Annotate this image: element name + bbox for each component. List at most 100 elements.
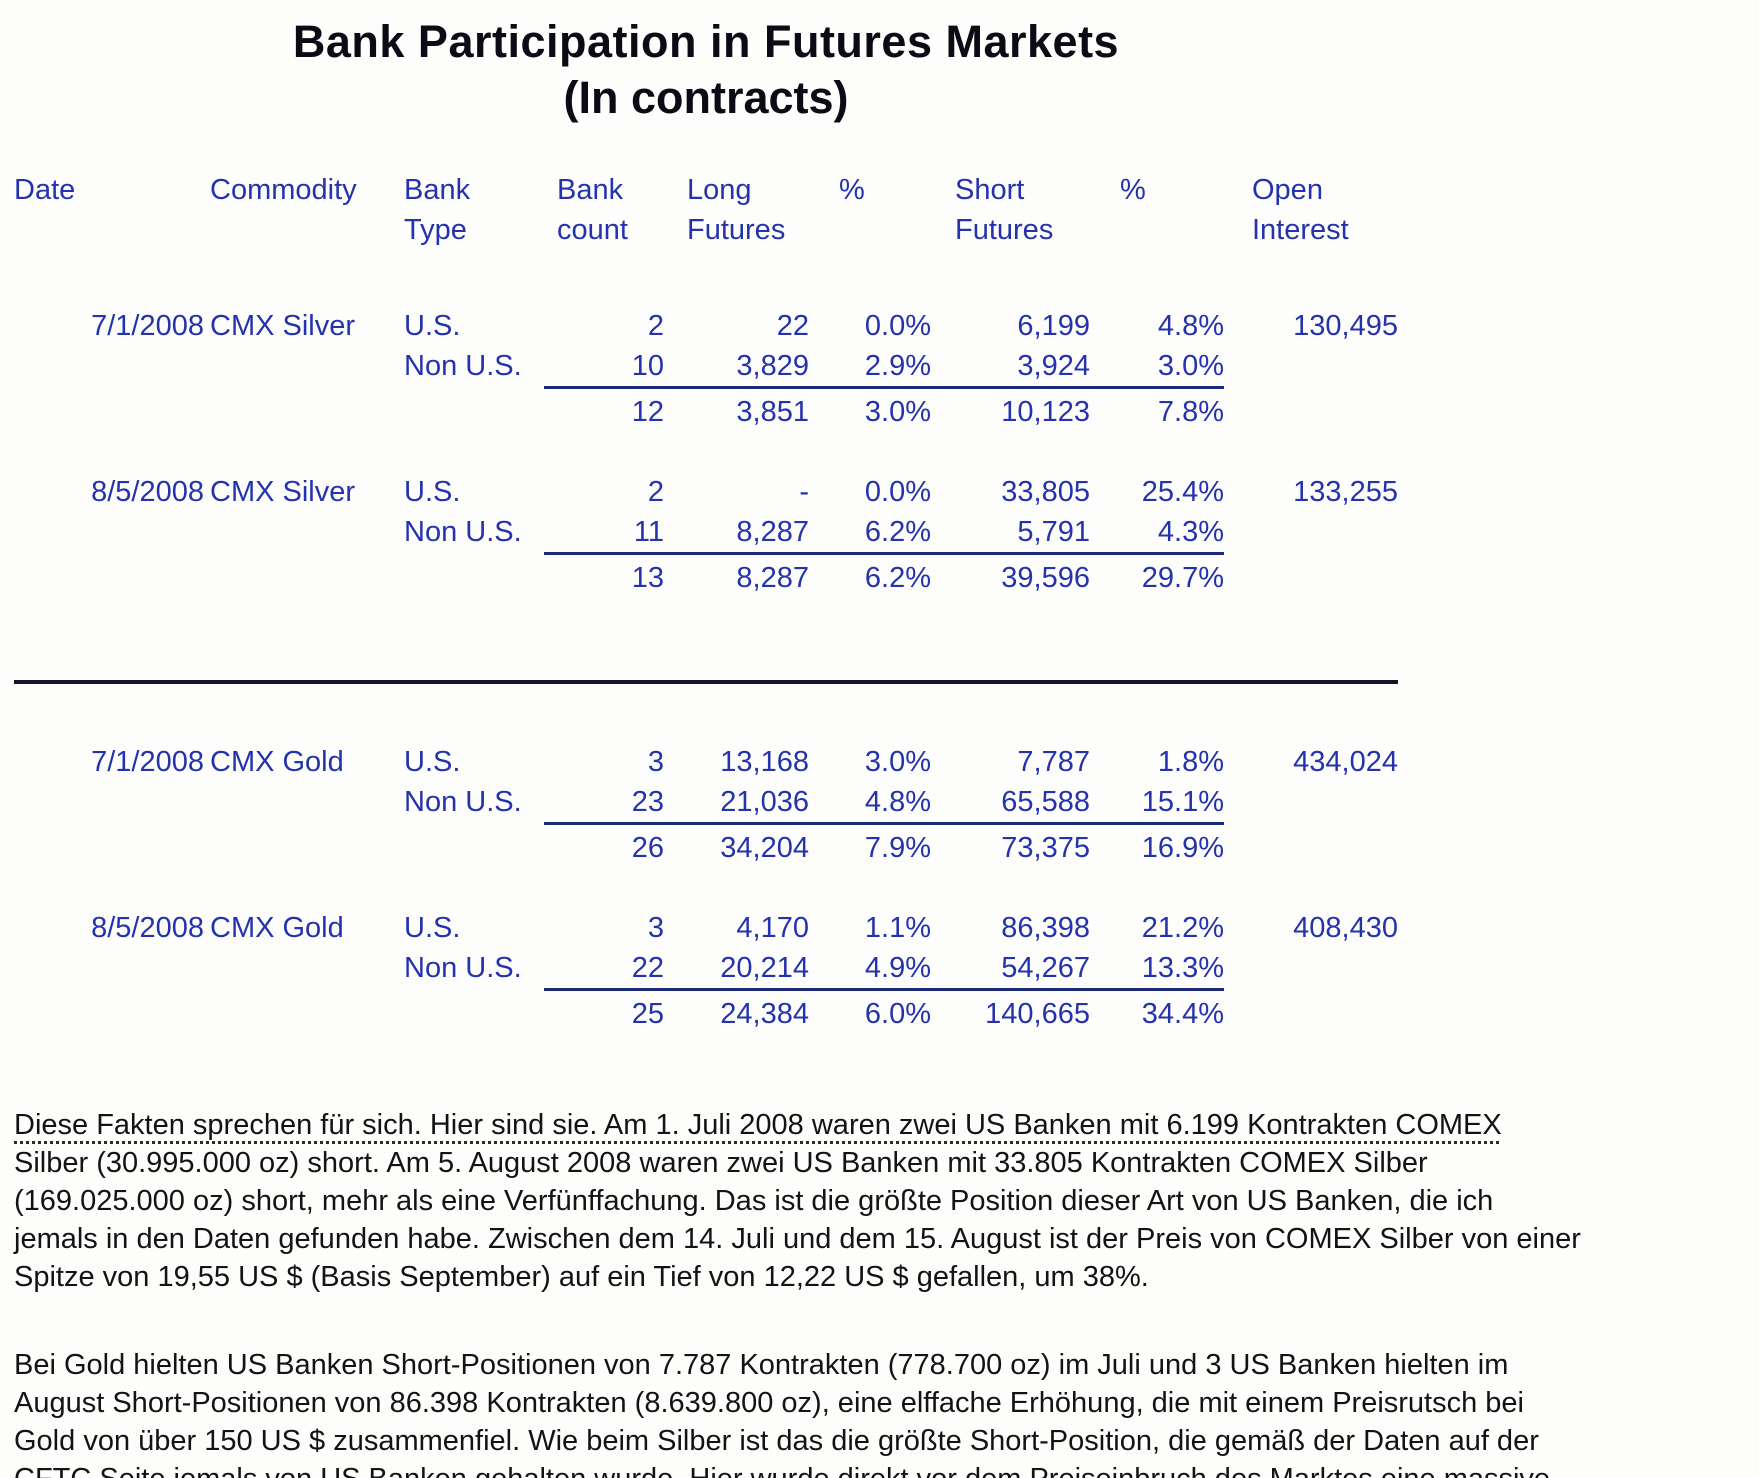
long-pct-cell: 6.2% <box>809 512 931 555</box>
long-pct-cell: 0.0% <box>864 476 931 508</box>
paragraph-line: CFTC Seite jemals von US Banken gehalten… <box>14 1460 1749 1478</box>
title-block: Bank Participation in Futures Markets (I… <box>14 14 1398 126</box>
paragraph-line: Spitze von 19,55 US $ (Basis September) … <box>14 1261 1149 1293</box>
open-interest-cell: 133,255 <box>1293 476 1398 508</box>
short-futures-cell: 54,267 <box>931 948 1090 991</box>
long-pct-cell: 2.9% <box>809 346 931 389</box>
bank-count-cell: 10 <box>544 346 664 389</box>
long-pct-cell: 4.9% <box>809 948 931 991</box>
short-futures-cell: 3,924 <box>931 346 1090 389</box>
bank-count-total-cell: 26 <box>631 832 664 864</box>
header-gap <box>14 250 1398 306</box>
long-futures-total-cell: 24,384 <box>720 998 809 1030</box>
long-futures-cell: 8,287 <box>664 512 809 555</box>
paragraph-line: Silber (30.995.000 oz) short. Am 5. Augu… <box>14 1147 1428 1179</box>
header-short-futures: Short Futures <box>955 174 1054 246</box>
group-gap <box>14 432 1398 472</box>
long-futures-cell: - <box>799 476 809 508</box>
date-cell: 7/1/2008 <box>91 746 204 778</box>
header-date: Date <box>14 174 76 206</box>
bank-count-total-cell: 12 <box>631 396 664 428</box>
long-futures-cell: 21,036 <box>664 782 809 825</box>
short-futures-cell: 6,199 <box>1017 310 1090 342</box>
bank-count-cell: 2 <box>647 476 664 508</box>
page-subtitle: (In contracts) <box>563 72 849 123</box>
header-bank-count: Bank count <box>557 174 628 246</box>
bank-count-total-cell: 25 <box>631 998 664 1030</box>
group-gap <box>14 868 1398 908</box>
long-futures-cell: 13,168 <box>720 746 809 778</box>
header-bank-type: Bank Type <box>404 174 471 246</box>
long-pct-total-cell: 7.9% <box>864 832 931 864</box>
short-pct-total-cell: 7.8% <box>1157 396 1224 428</box>
short-futures-cell: 7,787 <box>1017 746 1090 778</box>
commentary-text: Diese Fakten sprechen für sich. Hier sin… <box>14 1106 1749 1478</box>
paragraph-line: (169.025.000 oz) short, mehr als eine Ve… <box>14 1185 1494 1217</box>
paragraph-line: Diese Fakten sprechen für sich. Hier sin… <box>14 1109 1502 1141</box>
commodity-cell: CMX Silver <box>210 310 356 342</box>
bank-participation-table: Date Commodity Bank Type Bank count Long Fu… <box>14 170 1749 1034</box>
long-pct-cell: 4.8% <box>809 782 931 825</box>
open-interest-cell: 434,024 <box>1293 746 1398 778</box>
long-pct-cell: 3.0% <box>864 746 931 778</box>
paragraph-line: jemals in den Daten gefunden habe. Zwisc… <box>14 1223 1581 1255</box>
long-pct-total-cell: 3.0% <box>864 396 931 428</box>
short-pct-cell: 4.8% <box>1157 310 1224 342</box>
short-futures-cell: 33,805 <box>1001 476 1090 508</box>
header-open-interest: Open Interest <box>1252 174 1349 246</box>
bank-type-cell: U.S. <box>404 310 461 342</box>
paragraph-line: August Short-Positionen von 86.398 Kontr… <box>14 1387 1524 1419</box>
short-pct-cell: 21.2% <box>1141 912 1224 944</box>
long-futures-cell: 3,829 <box>664 346 809 389</box>
short-futures-cell: 5,791 <box>931 512 1090 555</box>
bank-count-cell: 2 <box>647 310 664 342</box>
bank-count-cell: 23 <box>544 782 664 825</box>
short-pct-cell: 1.8% <box>1157 746 1224 778</box>
paragraph-gold: Bei Gold hielten US Banken Short-Positio… <box>14 1346 1749 1478</box>
commodity-cell: CMX Gold <box>210 912 344 944</box>
short-futures-total-cell: 73,375 <box>1001 832 1090 864</box>
bank-type-cell: Non U.S. <box>404 786 522 818</box>
header-long-futures: Long Futures <box>687 174 786 246</box>
bank-count-cell: 3 <box>647 746 664 778</box>
open-interest-cell: 130,495 <box>1293 310 1398 342</box>
bank-type-cell: Non U.S. <box>404 516 522 548</box>
short-futures-cell: 86,398 <box>1001 912 1090 944</box>
header-short-pct: % <box>1120 174 1146 206</box>
short-futures-total-cell: 140,665 <box>985 998 1090 1030</box>
header-long-pct: % <box>839 174 865 206</box>
long-futures-total-cell: 3,851 <box>736 396 809 428</box>
paragraph-line: Bei Gold hielten US Banken Short-Positio… <box>14 1349 1509 1381</box>
date-cell: 8/5/2008 <box>91 476 204 508</box>
long-pct-cell: 0.0% <box>864 310 931 342</box>
bank-count-cell: 22 <box>544 948 664 991</box>
bank-type-cell: U.S. <box>404 912 461 944</box>
commodity-cell: CMX Gold <box>210 746 344 778</box>
short-futures-total-cell: 39,596 <box>1001 562 1090 594</box>
bank-count-cell: 11 <box>544 512 664 555</box>
bank-type-cell: Non U.S. <box>404 350 522 382</box>
bank-count-total-cell: 13 <box>631 562 664 594</box>
short-futures-total-cell: 10,123 <box>1001 396 1090 428</box>
paragraph-silver: Diese Fakten sprechen für sich. Hier sin… <box>14 1106 1749 1296</box>
short-pct-cell: 25.4% <box>1141 476 1224 508</box>
header-commodity: Commodity <box>210 174 357 206</box>
long-pct-cell: 1.1% <box>864 912 931 944</box>
paragraph-line: Gold von über 150 US $ zusammenfiel. Wie… <box>14 1425 1539 1457</box>
commodity-cell: CMX Silver <box>210 476 356 508</box>
bank-count-cell: 3 <box>647 912 664 944</box>
page-title: Bank Participation in Futures Markets <box>292 16 1120 67</box>
short-pct-cell: 15.1% <box>1090 782 1224 825</box>
date-cell: 8/5/2008 <box>91 912 204 944</box>
short-pct-cell: 3.0% <box>1090 346 1224 389</box>
long-futures-total-cell: 8,287 <box>736 562 809 594</box>
long-futures-cell: 22 <box>776 310 809 342</box>
short-pct-cell: 13.3% <box>1090 948 1224 991</box>
short-pct-total-cell: 34.4% <box>1141 998 1224 1030</box>
long-futures-cell: 4,170 <box>736 912 809 944</box>
bank-type-cell: U.S. <box>404 476 461 508</box>
bank-type-cell: Non U.S. <box>404 952 522 984</box>
long-pct-total-cell: 6.0% <box>864 998 931 1030</box>
long-futures-cell: 20,214 <box>664 948 809 991</box>
